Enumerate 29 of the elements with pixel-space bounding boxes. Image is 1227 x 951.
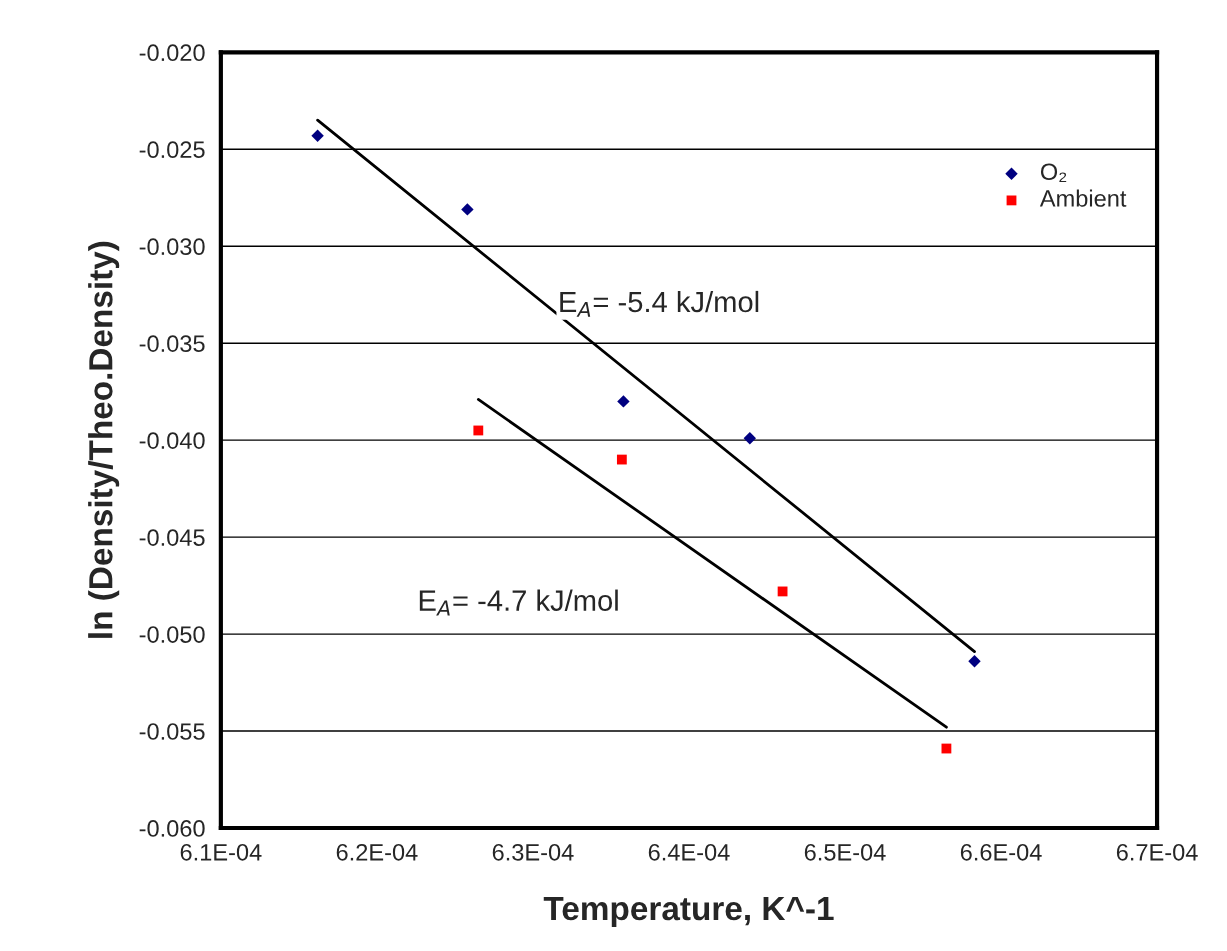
y-tick-label: -0.060 <box>139 820 205 837</box>
legend-label: O₂ <box>1040 163 1067 182</box>
x-axis-title: Temperature, K^-1 <box>543 897 834 927</box>
point <box>461 203 474 216</box>
y-tick-label: -0.035 <box>139 335 205 352</box>
y-axis-title: ln (Density/Theo.Density) <box>88 241 120 638</box>
y-tick-label: -0.050 <box>139 626 205 643</box>
y-tick-label: -0.045 <box>139 529 205 546</box>
point <box>473 425 484 436</box>
point <box>616 454 627 465</box>
y-tick-label: -0.040 <box>139 432 205 449</box>
y-tick-label: -0.055 <box>139 723 205 740</box>
x-tick-label: 6.1E-04 <box>180 843 262 861</box>
x-tick-label: 6.2E-04 <box>336 843 418 861</box>
y-tick-label: -0.020 <box>139 44 205 62</box>
x-tick-label: 6.3E-04 <box>492 843 574 861</box>
x-tick-label: 6.4E-04 <box>648 843 730 861</box>
y-tick-label: -0.030 <box>139 238 205 256</box>
point <box>743 432 757 445</box>
x-tick-label: 6.6E-04 <box>960 843 1042 861</box>
annotation: E$_{A}$= -5.4 kJ/mol <box>560 290 759 317</box>
point <box>311 129 324 142</box>
point <box>617 395 630 408</box>
point <box>968 655 981 668</box>
annotation: E$_{A}$= -4.7 kJ/mol <box>419 589 618 616</box>
legend-label: Ambient <box>1039 189 1127 207</box>
x-tick-label: 6.7E-04 <box>1116 843 1198 861</box>
x-tick-label: 6.5E-04 <box>804 843 886 861</box>
y-tick-label: -0.025 <box>139 141 205 159</box>
